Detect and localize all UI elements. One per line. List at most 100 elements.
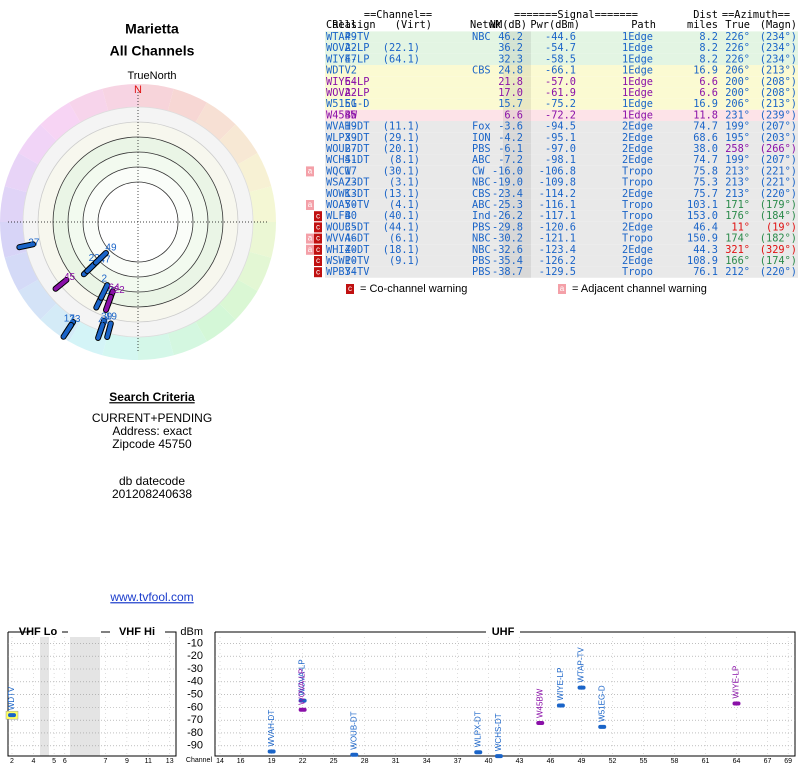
cell: -129.5: [539, 266, 576, 278]
cell: 212°: [725, 266, 750, 278]
nm-shade: [503, 210, 531, 222]
cell: 1Edge: [622, 53, 653, 65]
cell: (234°): [760, 53, 797, 65]
x-tick-label: 64: [733, 758, 741, 765]
cell: (234°): [760, 42, 797, 54]
cell: (20.1): [383, 143, 420, 155]
cell: 23: [345, 177, 357, 189]
cell: -32.6: [492, 244, 523, 256]
cell: 16.9: [693, 98, 718, 110]
cell: 15.7: [498, 98, 523, 110]
cell: 2Edge: [622, 244, 653, 256]
station-bar-fill: [61, 322, 74, 339]
cell: 40: [345, 210, 357, 222]
cell: WSAZ-DT: [326, 177, 369, 189]
warning-box: [306, 200, 314, 210]
cell: 75.3: [693, 177, 718, 189]
cell: -123.4: [539, 244, 576, 256]
cell: 51: [345, 98, 357, 110]
x-tick-label: 9: [125, 758, 129, 765]
cell: 38.0: [693, 143, 718, 155]
datecode-label: db datecode: [119, 474, 185, 488]
cell: 166°: [725, 255, 750, 267]
x-tick-label: 22: [299, 758, 307, 765]
warning-box: [314, 233, 322, 244]
cell: (220°): [760, 188, 797, 200]
nm-shade: [503, 177, 531, 189]
x-tick-label: 16: [237, 758, 245, 765]
cell: WIYE-LP: [326, 76, 369, 88]
cell: 2Edge: [622, 221, 653, 233]
station-marker: [556, 703, 565, 708]
cell: 1Edge: [622, 109, 653, 121]
column-header: Netwk: [470, 19, 502, 31]
y-tick-label: -90: [187, 740, 203, 752]
cell: (13.1): [383, 188, 420, 200]
warning-box: [306, 233, 314, 244]
cell: 32.3: [498, 53, 523, 65]
station-marker: [732, 701, 741, 706]
legend-text: = Adjacent channel warning: [572, 283, 707, 295]
cell: 199°: [725, 154, 750, 166]
x-tick-label: 34: [423, 758, 431, 765]
cell: 153.0: [687, 210, 718, 222]
row-background: [325, 143, 798, 155]
cell: (179°): [760, 199, 797, 211]
cell: -126.2: [539, 255, 576, 267]
column-header: (Virt): [395, 19, 432, 31]
cell: -54.7: [545, 42, 576, 54]
x-tick-label: 7: [104, 758, 108, 765]
legend-mark: a: [560, 284, 565, 293]
cell: 46.2: [498, 31, 523, 43]
station-name: WOUB-DT: [349, 711, 358, 749]
cell: -4.2: [498, 132, 523, 144]
cell: 108.9: [687, 255, 718, 267]
station-label: 41: [98, 316, 110, 327]
nm-shade: [503, 154, 531, 166]
station-name: WIYE-LP: [732, 666, 741, 699]
warning-mark: a: [308, 245, 313, 254]
row-background: [325, 109, 798, 121]
nm-shade: [503, 53, 531, 65]
cell: 1Edge: [622, 65, 653, 77]
cell: -98.1: [545, 154, 576, 166]
band-label: UHF: [492, 626, 515, 638]
nm-shade: [503, 143, 531, 155]
cell: WVAH-DT: [326, 121, 369, 133]
cell: -66.1: [545, 65, 576, 77]
cell: Tropo: [622, 177, 653, 189]
cell: 50: [345, 199, 357, 211]
cell: -117.1: [539, 210, 576, 222]
x-tick-label: 19: [268, 758, 276, 765]
cell: WPBY-TV: [326, 266, 369, 278]
cell: WOWK-DT: [326, 188, 369, 200]
y-axis-label: dBm: [180, 626, 203, 638]
cell: 21.8: [498, 76, 523, 88]
site-link[interactable]: www.tvfool.com: [109, 590, 193, 604]
warning-box: [306, 244, 314, 255]
row-background: [325, 132, 798, 144]
warning-mark: c: [316, 223, 320, 232]
station-name: WCHS-DT: [494, 713, 503, 751]
warning-mark: c: [316, 211, 320, 220]
cell: -109.8: [539, 177, 576, 189]
row-background: [325, 244, 798, 256]
warning-box: [314, 244, 322, 255]
cell: 75.7: [693, 188, 718, 200]
cell: 213°: [725, 165, 750, 177]
warning-mark: c: [316, 267, 320, 276]
cell: 258°: [725, 143, 750, 155]
cell: (221°): [760, 165, 797, 177]
cell: (64.1): [383, 53, 420, 65]
warning-mark: a: [308, 167, 313, 176]
station-name: WTAP-TV: [577, 647, 586, 683]
nm-shade: [503, 87, 531, 99]
row-background: [325, 210, 798, 222]
cell: 45: [345, 109, 357, 121]
row-background: [325, 233, 798, 245]
nm-shade: [503, 76, 531, 88]
nm-shade: [503, 233, 531, 245]
warning-box: [314, 256, 322, 266]
group-header: Dist: [693, 9, 718, 21]
